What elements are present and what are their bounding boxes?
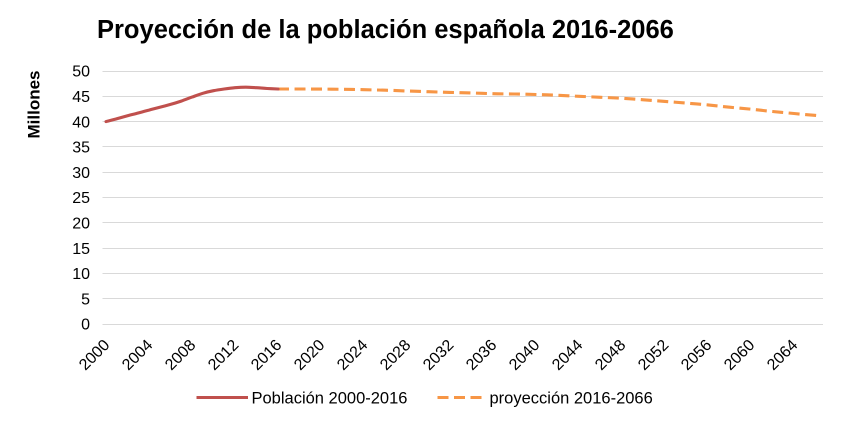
svg-text:2064: 2064 [764,337,801,374]
svg-text:2020: 2020 [291,337,328,374]
svg-text:Millones: Millones [25,70,44,138]
svg-text:30: 30 [72,165,90,182]
svg-text:proyección 2016-2066: proyección 2016-2066 [490,390,653,408]
svg-text:2012: 2012 [205,337,242,374]
svg-text:2056: 2056 [678,337,715,374]
svg-text:2036: 2036 [463,337,500,374]
svg-text:Población 2000-2016: Población 2000-2016 [252,390,408,408]
svg-text:2000: 2000 [76,337,113,374]
svg-text:2024: 2024 [334,337,371,374]
svg-text:10: 10 [72,266,90,283]
svg-text:2052: 2052 [635,337,672,374]
svg-text:2048: 2048 [592,337,629,374]
svg-text:50: 50 [72,64,90,81]
svg-text:20: 20 [72,216,90,233]
svg-text:2040: 2040 [506,337,543,374]
svg-text:2028: 2028 [377,337,414,374]
svg-text:2008: 2008 [162,337,199,374]
svg-text:2032: 2032 [420,337,457,374]
svg-text:2060: 2060 [721,337,758,374]
svg-text:35: 35 [72,140,90,157]
svg-text:Proyección de la población esp: Proyección de la población española 2016… [97,16,674,44]
svg-text:15: 15 [72,241,90,258]
svg-text:25: 25 [72,190,90,207]
svg-text:2044: 2044 [549,337,586,374]
svg-text:45: 45 [72,89,90,106]
svg-text:40: 40 [72,114,90,131]
svg-text:0: 0 [81,317,90,334]
svg-text:2016: 2016 [248,337,285,374]
svg-text:5: 5 [81,291,90,308]
svg-text:2004: 2004 [119,337,156,374]
